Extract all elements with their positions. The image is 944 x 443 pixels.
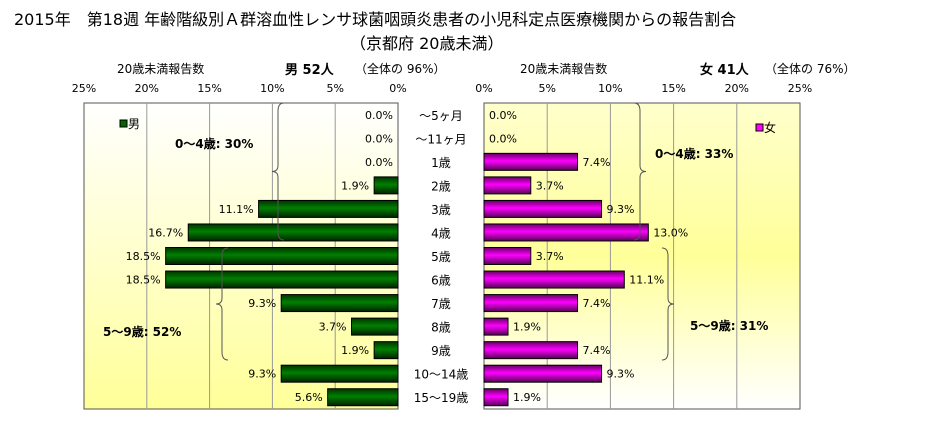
male-bar [351, 317, 399, 336]
male-axis-tick: 10% [260, 82, 284, 95]
male-bar [373, 341, 399, 360]
female-0-4-brace [633, 102, 647, 241]
male-data-label: 16.7% [148, 226, 183, 239]
female-bar [483, 199, 603, 218]
female-bar [483, 364, 603, 383]
male-bar [258, 199, 399, 218]
female-header-count: 女 41人 [700, 63, 749, 78]
category-label: 8歳 [431, 321, 451, 335]
female-data-label: 3.7% [536, 179, 564, 192]
category-label: 9歳 [431, 344, 451, 358]
male-bar [187, 223, 399, 242]
female-5-9-brace [661, 247, 675, 361]
female-axis-tick: 25% [788, 82, 812, 95]
female-bar [483, 152, 579, 171]
female-bar [483, 176, 532, 195]
male-data-label: 0.0% [365, 109, 393, 122]
male-data-label: 18.5% [126, 274, 161, 287]
male-5-9-annotation: 5～9歳: 52% [103, 324, 181, 339]
male-data-label: 5.6% [295, 391, 323, 404]
male-data-label: 11.1% [219, 203, 254, 216]
category-label: 2歳 [431, 179, 451, 193]
legend-swatch-female [755, 123, 764, 132]
male-5-9-brace [215, 247, 229, 361]
female-data-label: 7.4% [583, 297, 611, 310]
category-label: 1歳 [431, 156, 451, 170]
female-data-label: 13.0% [653, 226, 688, 239]
female-bar [483, 247, 532, 265]
female-bar [483, 341, 579, 360]
category-label: 7歳 [431, 297, 451, 311]
male-data-label: 1.9% [341, 179, 369, 192]
category-label: 3歳 [431, 203, 451, 217]
male-axis-tick: 15% [197, 82, 221, 95]
female-data-label: 9.3% [607, 368, 635, 381]
male-header-label: 20歳未満報告数 [117, 62, 205, 76]
male-bar [165, 270, 399, 289]
female-axis-tick: 15% [661, 82, 685, 95]
female-axis-tick: 0% [475, 82, 492, 95]
legend-swatch-male [119, 119, 128, 128]
female-data-label: 0.0% [489, 132, 517, 145]
male-bar [280, 364, 399, 383]
category-label: ～11ヶ月 [415, 132, 466, 146]
male-data-label: 9.3% [248, 297, 276, 310]
female-axis-tick: 10% [598, 82, 622, 95]
male-0-4-brace [271, 102, 285, 241]
male-bar [280, 294, 399, 313]
legend-label-male: 男 [128, 117, 140, 131]
male-bar [327, 388, 399, 407]
female-data-label: 7.4% [583, 156, 611, 169]
female-bar [483, 388, 509, 407]
category-label: ～5ヶ月 [419, 109, 463, 123]
category-label: 4歳 [431, 226, 451, 240]
male-bar [373, 176, 399, 195]
female-header-share: （全体の 76%） [765, 62, 856, 76]
female-axis-tick: 20% [725, 82, 749, 95]
category-label: 5歳 [431, 250, 451, 264]
female-header-label: 20歳未満報告数 [520, 62, 608, 76]
male-data-label: 3.7% [319, 321, 347, 334]
category-label: 6歳 [431, 274, 451, 288]
female-bar [483, 294, 579, 313]
male-data-label: 18.5% [126, 250, 161, 263]
male-data-label: 0.0% [365, 132, 393, 145]
legend-label-female: 女 [764, 120, 776, 135]
chart-title: 2015年 第18週 年齢階級別Ａ群溶血性レンサ球菌咽頭炎患者の小児科定点医療機… [14, 10, 737, 29]
male-axis-tick: 20% [135, 82, 159, 95]
female-bar [483, 317, 509, 336]
female-data-label: 3.7% [536, 250, 564, 263]
female-axis-tick: 5% [538, 82, 555, 95]
chart-subtitle: （京都府 20歳未満） [350, 34, 504, 53]
male-axis-tick: 5% [326, 82, 343, 95]
male-header-share: （全体の 96%） [355, 62, 446, 76]
male-axis-tick: 25% [72, 82, 96, 95]
male-header-count: 男 52人 [285, 63, 334, 78]
female-data-label: 1.9% [513, 391, 541, 404]
male-bar [165, 247, 399, 265]
female-data-label: 11.1% [629, 274, 664, 287]
female-0-4-annotation: 0～4歳: 33% [655, 146, 733, 161]
female-data-label: 1.9% [513, 321, 541, 334]
male-data-label: 9.3% [248, 368, 276, 381]
male-0-4-annotation: 0～4歳: 30% [175, 136, 253, 151]
male-data-label: 0.0% [365, 156, 393, 169]
female-bar [483, 270, 625, 289]
female-5-9-annotation: 5～9歳: 31% [690, 318, 768, 333]
female-data-label: 9.3% [607, 203, 635, 216]
female-data-label: 0.0% [489, 109, 517, 122]
male-axis-tick: 0% [389, 82, 406, 95]
category-label: 15～19歳 [414, 391, 469, 405]
female-data-label: 7.4% [583, 344, 611, 357]
female-bar [483, 223, 649, 242]
male-data-label: 1.9% [341, 344, 369, 357]
category-label: 10～14歳 [414, 368, 469, 382]
female-plot-area [483, 102, 801, 410]
